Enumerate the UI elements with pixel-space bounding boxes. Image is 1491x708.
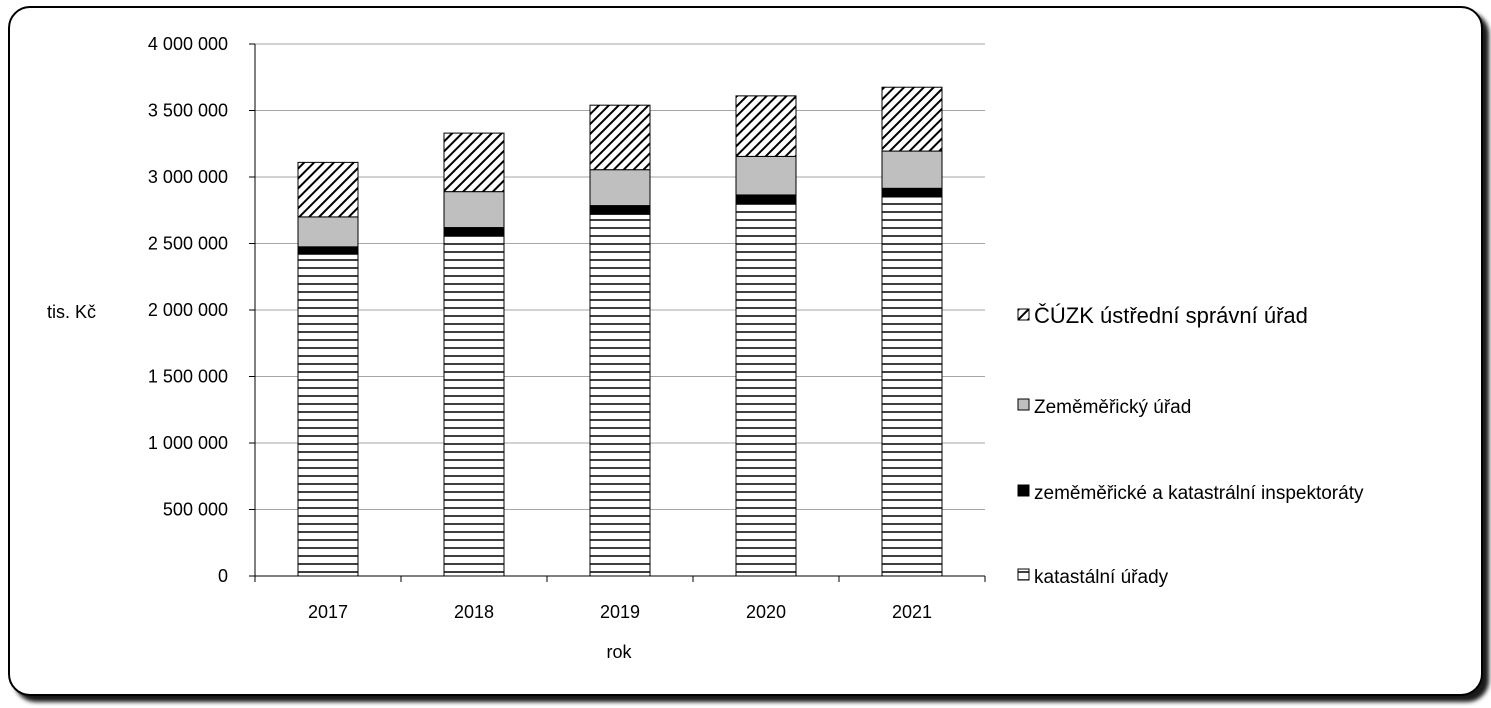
y-tick-label: 3 000 000 <box>148 167 228 187</box>
legend-swatch <box>1017 308 1030 321</box>
x-tick-label: 2020 <box>746 602 786 622</box>
bar-segment <box>443 235 505 577</box>
y-tick-label: 500 000 <box>163 500 228 520</box>
legend-label: Zeměměřický úřad <box>1034 397 1191 418</box>
bar-segment <box>297 246 359 255</box>
y-tick-labels: 0 500 000 1 000 000 1 500 000 2 000 000 2 500… <box>148 34 228 586</box>
y-tick-label: 2 500 000 <box>148 234 228 254</box>
bar-segment <box>443 191 505 229</box>
bar-segment <box>589 169 651 207</box>
legend: ČÚZK ústřední správní úřad Zeměměřický úř… <box>1017 303 1364 588</box>
bar-segment <box>297 216 359 248</box>
bar-segment <box>735 155 797 196</box>
x-axis-title: rok <box>606 642 632 662</box>
bar-segment <box>881 150 943 189</box>
legend-label: zeměměřické a katastrální inspektoráty <box>1034 483 1364 504</box>
legend-swatch <box>1017 398 1030 411</box>
bar-segment <box>881 196 943 577</box>
bar-segment <box>297 161 359 218</box>
legend-label: katastální úřady <box>1034 567 1169 588</box>
bar-segment <box>735 95 797 157</box>
bar-segment <box>443 132 505 193</box>
x-tick-label: 2021 <box>892 602 932 622</box>
bar-segment <box>735 194 797 205</box>
y-tick-label: 0 <box>218 566 228 586</box>
bar-segment <box>735 203 797 577</box>
legend-label: ČÚZK ústřední správní úřad <box>1034 303 1308 328</box>
axes <box>249 43 986 582</box>
legend-swatch <box>1017 484 1030 497</box>
legend-swatch <box>1017 568 1030 581</box>
y-tick-label: 4 000 000 <box>148 34 228 54</box>
x-tick-labels: 2017 2018 2019 2020 2021 <box>308 602 932 622</box>
x-tick-label: 2019 <box>600 602 640 622</box>
x-tick-label: 2018 <box>454 602 494 622</box>
bar-segment <box>297 253 359 577</box>
y-tick-label: 3 500 000 <box>148 101 228 121</box>
x-tick-label: 2017 <box>308 602 348 622</box>
y-tick-label: 2 000 000 <box>148 300 228 320</box>
bars <box>297 86 943 577</box>
bar-segment <box>881 86 943 152</box>
bar-segment <box>589 205 651 215</box>
bar-segment <box>589 213 651 577</box>
y-axis-title: tis. Kč <box>47 302 96 322</box>
y-tick-label: 1 500 000 <box>148 367 228 387</box>
bar-segment <box>589 104 651 171</box>
y-tick-label: 1 000 000 <box>148 433 228 453</box>
bar-segment <box>443 227 505 237</box>
bar-segment <box>881 187 943 198</box>
